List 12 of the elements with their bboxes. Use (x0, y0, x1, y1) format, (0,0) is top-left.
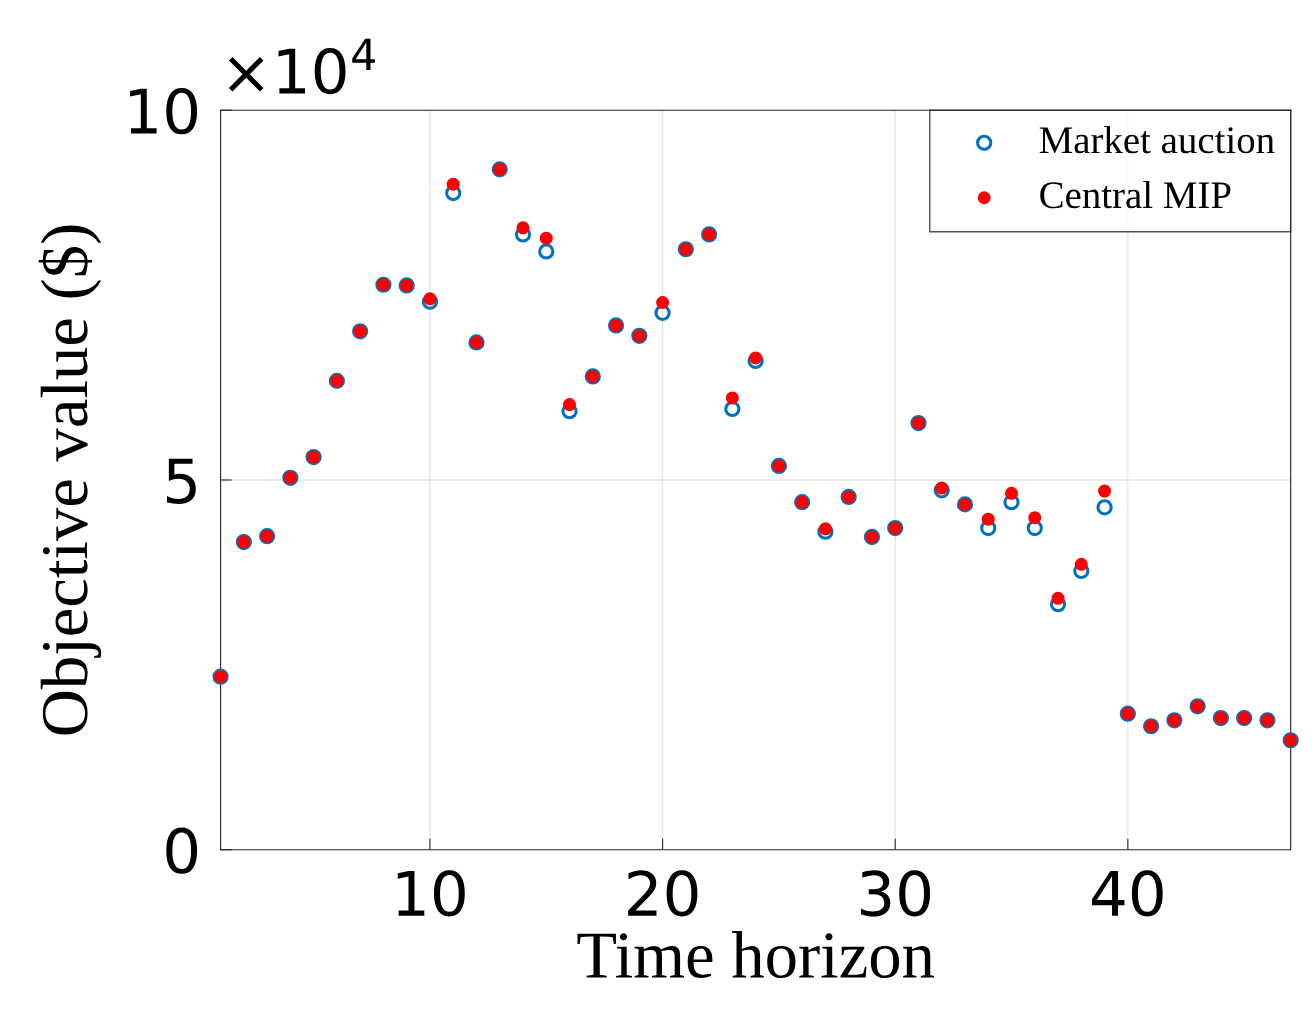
legend-label: Market auction (1039, 126, 1275, 154)
y-tick-label: 10 (130, 88, 198, 135)
x-tick-label: 30 (860, 870, 931, 917)
x-axis-title: Time horizon (577, 931, 934, 979)
x-tick-label: 40 (1091, 870, 1163, 917)
legend-label: Central MIP (1040, 180, 1231, 209)
x-tick-label: 20 (628, 870, 698, 917)
y-tick-label: 5 (166, 458, 196, 505)
y-axis-title: Objective value ($) (38, 225, 102, 735)
x-tick-label: 10 (397, 870, 465, 917)
y-tick-label: 0 (166, 827, 198, 874)
text: ×10$^{4}$ (228, 38, 375, 95)
